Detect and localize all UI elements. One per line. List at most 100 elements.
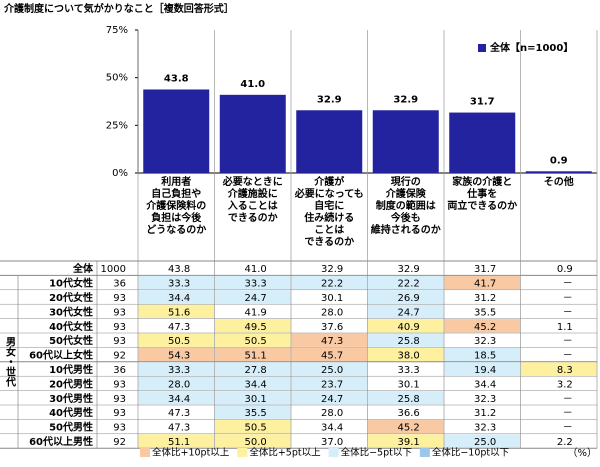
table-cell: 23.7 xyxy=(321,379,343,390)
table-cell: － xyxy=(563,293,573,304)
table-cell: 32.9 xyxy=(397,264,419,275)
row-n: 36 xyxy=(113,365,126,376)
value-label: 32.9 xyxy=(393,94,418,105)
table-cell: 47.3 xyxy=(168,408,190,419)
bar xyxy=(219,94,286,173)
row-label: 40代男性 xyxy=(49,406,93,419)
table-cell: 37.6 xyxy=(321,322,343,333)
table-cell: － xyxy=(563,423,573,434)
table-cell: 50.5 xyxy=(168,336,190,347)
row-n: 36 xyxy=(113,279,126,290)
highlight-cell xyxy=(291,376,367,391)
table-cell: 24.7 xyxy=(244,293,266,304)
table-cell: 33.3 xyxy=(168,279,190,290)
table-cell: 28.0 xyxy=(321,408,343,419)
table-cell: 39.1 xyxy=(397,437,419,448)
table-cell: 51.1 xyxy=(168,437,190,448)
table-cell: 47.3 xyxy=(168,322,190,333)
legend-label: 全体【n=1000】 xyxy=(489,41,573,54)
row-label: 10代男性 xyxy=(49,363,93,376)
highlight-cell xyxy=(444,362,520,376)
table-cell: 31.2 xyxy=(474,293,496,304)
table-cell: 36.6 xyxy=(397,408,419,419)
row-n: 93 xyxy=(113,307,126,318)
row-label: 20代女性 xyxy=(49,291,93,304)
highlight-cell xyxy=(138,333,214,347)
table-cell: 32.9 xyxy=(321,264,343,275)
table-cell: 37.0 xyxy=(321,437,343,448)
table-cell: 45.2 xyxy=(397,423,419,434)
highlight-cell xyxy=(444,434,520,448)
table-cell: 47.3 xyxy=(321,336,343,347)
table-cell: 47.3 xyxy=(168,423,190,434)
table-cell: 32.3 xyxy=(474,423,496,434)
table-cell: 40.9 xyxy=(397,322,419,333)
category-label: 現行の介護保険制度の範囲は今後も維持されるのか xyxy=(371,175,441,236)
table-cell: 31.7 xyxy=(474,264,496,275)
highlight-cell xyxy=(138,376,214,391)
table-cell: 35.5 xyxy=(244,408,266,419)
legend-swatch xyxy=(419,448,430,457)
highlight-cell xyxy=(215,290,291,304)
table-cell: 43.8 xyxy=(168,264,190,275)
table-cell: － xyxy=(563,279,573,290)
table-cell: 1.1 xyxy=(557,322,573,333)
highlight-cell xyxy=(368,347,444,362)
highlight-cell xyxy=(138,275,214,290)
row-n: 93 xyxy=(113,293,126,304)
highlight-cell xyxy=(291,362,367,376)
table-cell: 28.0 xyxy=(168,379,190,390)
highlight-cell xyxy=(368,275,444,290)
table-cell: 41.9 xyxy=(244,307,266,318)
table-cell: 41.0 xyxy=(244,264,266,275)
table-cell: 27.8 xyxy=(244,365,266,376)
table-cell: 19.4 xyxy=(474,365,496,376)
table-cell: 22.2 xyxy=(397,279,419,290)
table-cell: 0.9 xyxy=(557,264,573,275)
highlight-cell xyxy=(368,419,444,434)
value-label: 31.7 xyxy=(470,97,495,108)
bar xyxy=(525,171,592,173)
row-label: 30代女性 xyxy=(49,305,93,318)
row-n: 92 xyxy=(113,351,126,362)
value-label: 0.9 xyxy=(550,155,568,166)
row-n: 92 xyxy=(113,437,126,448)
highlight-cell xyxy=(215,275,291,290)
highlight-cell xyxy=(368,304,444,319)
row-label: 60代以上男性 xyxy=(29,435,93,448)
legend-label: 全体比−10pt以下 xyxy=(432,447,509,459)
y-tick-label: 25% xyxy=(106,120,128,131)
category-label: 介護が必要になっても自宅に住み続けることはできるのか xyxy=(294,175,364,248)
highlight-cell xyxy=(291,391,367,405)
table-cell: 22.2 xyxy=(321,279,343,290)
row-n: 93 xyxy=(113,423,126,434)
highlight-cell xyxy=(215,419,291,434)
table-cell: 26.9 xyxy=(397,293,419,304)
highlight-cell xyxy=(215,319,291,333)
highlight-cell xyxy=(215,376,291,391)
highlight-cell xyxy=(215,405,291,419)
category-label: 家族の介護と仕事を両立できるのか xyxy=(447,175,517,212)
table-cell: 41.7 xyxy=(474,279,496,290)
table-cell: 50.5 xyxy=(244,423,266,434)
table-cell: 30.1 xyxy=(321,293,343,304)
highlight-cell xyxy=(368,434,444,448)
table-cell: 33.3 xyxy=(397,365,419,376)
table-cell: 54.3 xyxy=(168,351,190,362)
highlight-cell xyxy=(138,362,214,376)
highlight-cell xyxy=(138,434,214,448)
table-cell: 45.7 xyxy=(321,351,343,362)
row-label: 40代女性 xyxy=(49,320,93,333)
highlight-cell xyxy=(215,391,291,405)
bar xyxy=(296,110,363,173)
highlight-cell xyxy=(444,275,520,290)
table-cell: 24.7 xyxy=(397,307,419,318)
row-label: 50代女性 xyxy=(49,334,93,347)
group-label: 男女・世代 xyxy=(4,337,17,388)
table-cell: 34.4 xyxy=(321,423,343,434)
table-cell: 25.8 xyxy=(397,336,419,347)
chart-title: 介護制度について気がかりなこと［複数回答形式］ xyxy=(3,2,234,15)
row-label: 60代以上女性 xyxy=(29,349,93,362)
highlight-cell xyxy=(138,290,214,304)
highlight-cell xyxy=(444,319,520,333)
